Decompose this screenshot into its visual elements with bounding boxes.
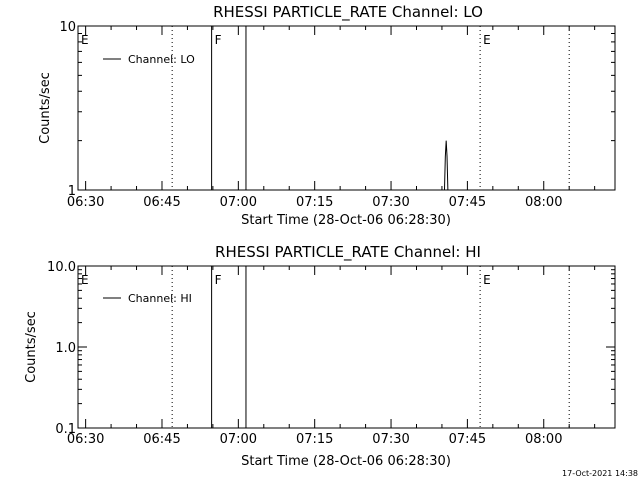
x-tick-label: 07:15	[296, 195, 333, 210]
x-tick-label: 07:45	[449, 432, 486, 447]
event-marker-label: E	[483, 273, 491, 287]
x-tick-label: 08:00	[525, 195, 562, 210]
event-marker-label: E	[483, 33, 491, 47]
x-tick-label: 07:15	[296, 432, 333, 447]
y-tick-label: 0.1	[55, 422, 76, 437]
event-marker-label: E	[81, 33, 89, 47]
chart-title: RHESSI PARTICLE_RATE Channel: LO	[213, 3, 483, 22]
panel-1	[77, 25, 616, 191]
x-tick-label: 06:45	[143, 195, 180, 210]
x-tick-label: 07:00	[220, 195, 257, 210]
x-tick-label: 07:00	[220, 432, 257, 447]
y-tick-label: 1.0	[55, 341, 76, 356]
panel-2	[77, 265, 616, 429]
series-line	[443, 140, 449, 191]
plot-frame	[77, 25, 616, 191]
legend-label: Channel: LO	[128, 53, 195, 66]
event-marker-label: F	[215, 273, 222, 287]
y-tick-label: 1	[68, 184, 76, 199]
y-axis-label: Counts/sec	[24, 311, 39, 383]
chart-title: RHESSI PARTICLE_RATE Channel: HI	[215, 243, 481, 262]
y-axis-label: Counts/sec	[38, 72, 53, 144]
x-tick-label: 08:00	[525, 432, 562, 447]
plot-frame	[77, 265, 616, 429]
x-tick-label: 06:30	[67, 195, 104, 210]
y-tick-label: 10.0	[47, 260, 76, 275]
timestamp-stamp: 17-Oct-2021 14:38	[562, 469, 638, 478]
legend-label: Channel: HI	[128, 292, 192, 305]
x-tick-label: 06:30	[67, 432, 104, 447]
event-marker-label: E	[81, 273, 89, 287]
x-tick-label: 06:45	[143, 432, 180, 447]
x-tick-label: 07:45	[449, 195, 486, 210]
event-marker-label: F	[215, 33, 222, 47]
x-axis-label: Start Time (28-Oct-06 06:28:30)	[241, 454, 451, 469]
x-axis-label: Start Time (28-Oct-06 06:28:30)	[241, 213, 451, 228]
x-tick-label: 07:30	[372, 432, 409, 447]
x-tick-label: 07:30	[372, 195, 409, 210]
y-tick-label: 10	[59, 20, 76, 35]
